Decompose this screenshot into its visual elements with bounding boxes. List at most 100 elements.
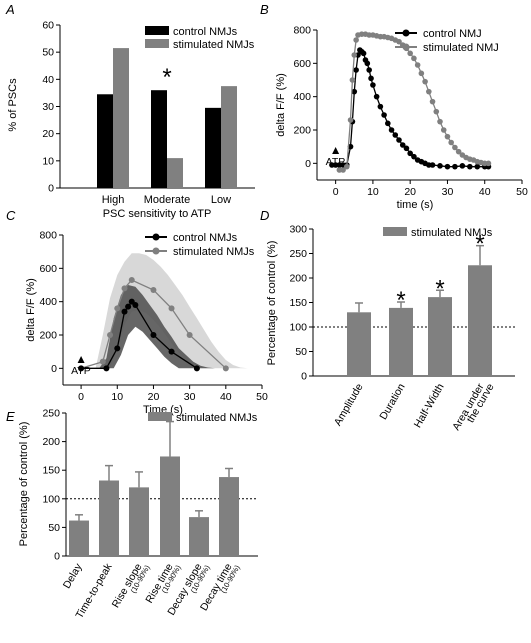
- bar-control: [97, 94, 113, 188]
- y-tick-label: 200: [39, 330, 57, 342]
- atp-arrow: [332, 147, 340, 154]
- significance-star: *: [435, 275, 444, 302]
- data-point-control: [411, 153, 417, 160]
- y-axis-label: delta F/F (%): [275, 73, 287, 137]
- y-tick-label: 150: [42, 465, 60, 477]
- series-line-stimulated: [80, 279, 227, 369]
- y-tick-label: 300: [289, 224, 307, 236]
- y-tick-label: 200: [293, 125, 311, 137]
- data-point-control: [368, 75, 374, 82]
- bar-stimulated: [221, 86, 237, 188]
- x-axis-label: time (s): [397, 199, 434, 211]
- bar-control: [205, 107, 221, 188]
- data-point-control: [360, 50, 367, 57]
- data-point-control: [364, 60, 371, 67]
- category-label: High: [102, 194, 125, 206]
- data-point-stimulated: [396, 38, 402, 45]
- legend-label: stimulated NMJs: [411, 227, 493, 239]
- data-point-stimulated: [121, 285, 128, 292]
- chart-d: 0 50 100 150 200 250 300 Percentage of control …: [266, 224, 515, 432]
- legend-label: stimulated NMJs: [173, 39, 255, 51]
- legend-swatch: [145, 39, 169, 48]
- data-point-control: [125, 303, 132, 310]
- bar-stimulated: [389, 307, 413, 376]
- data-point-control: [121, 308, 128, 315]
- y-tick-label: 50: [42, 47, 54, 59]
- legend-swatch: [383, 227, 407, 236]
- y-axis-label: % of PSCs: [7, 78, 19, 132]
- x-tick-label: 40: [479, 186, 491, 198]
- x-tick-label: 30: [442, 186, 454, 198]
- category-label: Delay: [61, 561, 85, 591]
- category-label: Amplitude: [332, 381, 366, 428]
- data-point-control: [459, 163, 466, 169]
- data-point-stimulated: [353, 37, 359, 43]
- y-tick-label: 0: [51, 363, 57, 375]
- legend-swatch: [148, 412, 172, 421]
- legend-label: stimulated NMJs: [173, 246, 255, 258]
- y-tick-label: 50: [295, 346, 307, 358]
- data-point-control: [373, 93, 380, 100]
- data-point-stimulated: [422, 78, 428, 85]
- legend-marker: [152, 247, 160, 255]
- y-tick-label: 800: [39, 230, 57, 242]
- x-tick-label: 40: [220, 391, 232, 403]
- significance-star: *: [396, 287, 405, 314]
- y-tick-label: 600: [293, 58, 311, 70]
- data-point-stimulated: [411, 55, 417, 62]
- series-line-control: [81, 300, 198, 369]
- bar-stimulated: [129, 487, 149, 556]
- bar-stimulated: [347, 312, 371, 376]
- data-point-stimulated: [347, 117, 354, 123]
- data-point-control: [103, 365, 110, 372]
- data-point-stimulated: [440, 127, 447, 133]
- atp-label: ATP: [71, 365, 91, 377]
- data-point-control: [351, 88, 358, 95]
- x-tick-label: 0: [78, 391, 84, 403]
- y-tick-label: 250: [42, 408, 60, 420]
- data-point-control: [366, 67, 372, 73]
- chart-e: 0 50 100 150 200 250 Percentage of control (%)…: [18, 408, 258, 621]
- y-tick-label: 0: [48, 183, 54, 195]
- atp-arrow: [77, 356, 85, 363]
- data-point-control: [132, 302, 139, 308]
- data-point-control: [377, 103, 384, 110]
- data-point-control: [114, 345, 121, 352]
- chart-a: 0 10 20 30 40 50 60 % of PSCs High Moderate Low * PS…: [7, 20, 255, 220]
- y-tick-label: 200: [42, 436, 60, 448]
- data-point-control: [353, 67, 359, 73]
- data-point-stimulated: [107, 332, 114, 338]
- y-tick-label: 60: [42, 20, 54, 32]
- data-point-stimulated: [418, 70, 425, 77]
- data-point-stimulated: [452, 144, 458, 151]
- significance-star: *: [162, 64, 171, 91]
- legend-marker: [152, 233, 160, 241]
- y-tick-label: 100: [289, 322, 307, 334]
- y-tick-label: 30: [42, 101, 54, 113]
- panel-label-d: D: [260, 208, 269, 223]
- data-point-control: [396, 137, 402, 143]
- y-tick-label: 100: [42, 493, 60, 505]
- atp-label: ATP: [326, 156, 346, 168]
- data-point-control: [150, 332, 157, 338]
- y-tick-label: 150: [289, 297, 307, 309]
- data-point-stimulated: [407, 50, 413, 57]
- data-point-stimulated: [429, 98, 436, 105]
- data-point-stimulated: [455, 148, 462, 155]
- x-tick-label: 30: [184, 391, 196, 403]
- legend-marker: [402, 29, 410, 37]
- legend-marker: [402, 43, 410, 51]
- x-tick-label: 10: [111, 391, 123, 403]
- data-point-control: [474, 163, 481, 170]
- y-tick-label: 50: [48, 522, 60, 534]
- data-point-stimulated: [485, 160, 492, 167]
- data-point-stimulated: [150, 287, 157, 293]
- y-tick-label: 0: [301, 371, 307, 383]
- data-point-control: [388, 127, 395, 133]
- data-point-control: [437, 163, 443, 169]
- bar-control: [151, 90, 167, 188]
- data-point-control: [429, 162, 436, 168]
- bar-stimulated: [219, 477, 239, 556]
- y-tick-label: 0: [54, 551, 60, 563]
- data-point-control: [399, 142, 406, 148]
